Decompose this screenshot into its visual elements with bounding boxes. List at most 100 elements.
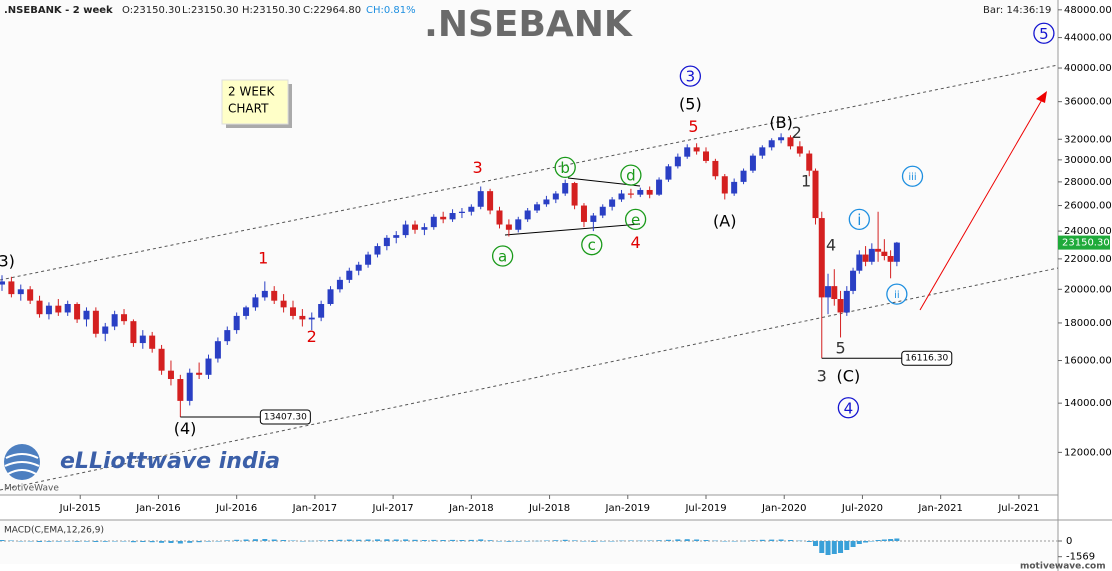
y-tick-label: 18000.00 — [1064, 318, 1112, 329]
macd-bar — [468, 539, 474, 541]
macd-bar — [806, 541, 812, 542]
y-tick-label: 36000.00 — [1064, 97, 1112, 108]
candle-body — [336, 279, 343, 290]
macd-bar — [234, 539, 240, 541]
macd-bar — [741, 540, 747, 542]
last-price-box — [1058, 235, 1110, 250]
candle-body — [318, 303, 325, 318]
macd-bar — [252, 539, 258, 541]
logo-waves — [4, 453, 40, 475]
candle-body — [881, 251, 888, 256]
candle-body — [458, 211, 465, 213]
macd-bar — [0, 540, 5, 541]
candle-body — [261, 290, 268, 298]
candle-body — [36, 300, 43, 315]
candle-body — [524, 210, 531, 220]
candle-body — [0, 281, 5, 285]
macd-bar — [869, 541, 875, 542]
wave-label: i — [857, 211, 861, 229]
candle-body — [580, 205, 587, 222]
y-tick-label: 30000.00 — [1064, 155, 1112, 166]
macd-bar — [393, 539, 399, 541]
wave-label: 3) — [0, 251, 15, 270]
macd-bar — [888, 539, 894, 541]
macd-area — [0, 520, 1058, 564]
candle-body — [543, 199, 550, 205]
macd-bar — [831, 541, 837, 554]
macd-bar — [337, 539, 343, 541]
wave-label: 3 — [472, 158, 482, 177]
wave-label: 5 — [1039, 25, 1049, 43]
candle-body — [759, 147, 766, 156]
macd-bar — [281, 540, 287, 541]
candle-body — [158, 348, 165, 371]
wave-circle — [901, 165, 924, 187]
candle-body — [308, 317, 315, 320]
candle-body — [440, 216, 447, 220]
price-label: 13407.30 — [264, 412, 307, 422]
macd-bar — [637, 540, 643, 542]
wave-label: 4 — [631, 233, 641, 252]
macd-bar — [65, 541, 71, 542]
candle-body — [8, 281, 15, 295]
candle-body — [449, 212, 456, 220]
macd-bar — [365, 539, 371, 541]
channel-line — [0, 267, 1059, 491]
macd-bar — [813, 541, 819, 546]
macd-bar — [647, 540, 653, 541]
macd-bar — [243, 539, 249, 541]
macd-bar — [731, 541, 737, 542]
wave-label: d — [626, 167, 636, 185]
wave-label: iii — [908, 172, 916, 183]
candle-body — [45, 305, 52, 315]
candle-body — [749, 155, 756, 171]
wave-circle — [491, 245, 514, 267]
wave-label: 1 — [258, 248, 268, 267]
candle-body — [703, 151, 709, 161]
candle-body — [843, 290, 850, 313]
macd-bar — [722, 541, 728, 542]
macd-bar — [130, 541, 136, 543]
ohlc-high: H:23150.30 — [242, 5, 301, 16]
triangle-line — [504, 223, 641, 236]
macd-bar — [684, 539, 690, 541]
macd-bar — [121, 541, 127, 542]
y-tick-label: 44000.00 — [1064, 33, 1112, 44]
ohlc-change: CH:0.81% — [366, 5, 416, 16]
x-tick-label: Jul-2020 — [841, 503, 883, 514]
x-tick-label: Jul-2021 — [997, 503, 1039, 514]
candle-body — [252, 297, 259, 308]
macd-bar — [271, 539, 277, 541]
macd-bar — [384, 539, 390, 541]
macd-bar — [856, 541, 862, 544]
macd-bar — [750, 540, 756, 541]
macd-bar — [215, 541, 221, 542]
candle-body — [355, 264, 362, 271]
candle-body — [693, 147, 700, 152]
candle-body — [778, 137, 785, 141]
wave-circle — [624, 208, 647, 230]
candle-body — [374, 246, 381, 255]
macd-bar — [562, 539, 568, 541]
candle-body — [74, 303, 81, 320]
x-tick-label: Jan-2018 — [448, 503, 493, 514]
candle-body — [768, 140, 775, 148]
macd-tick-label: 0 — [1066, 536, 1072, 547]
x-tick-label: Jul-2015 — [59, 503, 101, 514]
candle-body — [862, 254, 869, 262]
wave-label: 5 — [688, 117, 698, 136]
macd-bar — [894, 538, 900, 541]
candle-body — [402, 224, 409, 236]
y-tick-label: 32000.00 — [1064, 134, 1112, 145]
candle-body — [130, 321, 137, 344]
candle-body — [856, 254, 863, 271]
wave-label: e — [631, 211, 640, 229]
macd-bar — [309, 540, 315, 542]
y-tick-label: 24000.00 — [1064, 226, 1112, 237]
candle-body — [812, 170, 819, 219]
projection-arrow — [919, 97, 1044, 311]
candle-body — [599, 206, 606, 216]
price-label: 16116.30 — [905, 354, 948, 364]
macd-bar — [619, 540, 625, 542]
